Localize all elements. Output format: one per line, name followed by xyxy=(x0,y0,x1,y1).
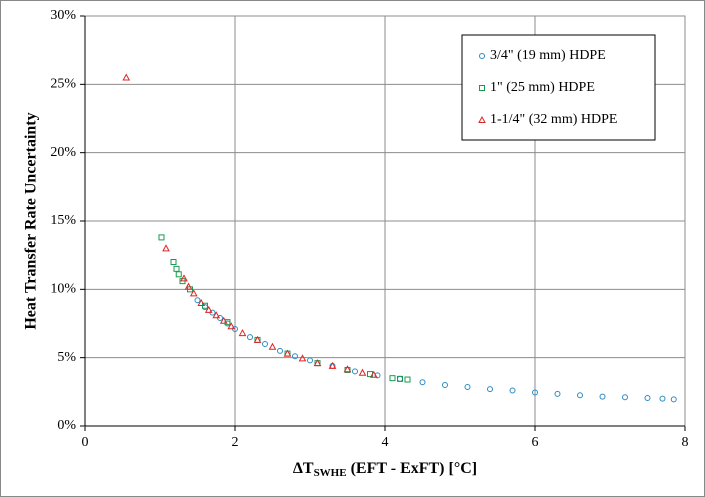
point xyxy=(197,298,206,306)
legend-label: 3/4" (19 mm) HDPE xyxy=(490,48,606,63)
y-tick-label: 25% xyxy=(50,77,76,92)
point xyxy=(253,335,262,343)
point xyxy=(180,274,188,282)
point xyxy=(352,368,358,375)
x-tick-label: 2 xyxy=(232,435,239,450)
point xyxy=(328,361,337,369)
point xyxy=(175,271,182,278)
x-axis-label-main: ΔT xyxy=(293,460,314,477)
x-tick-label: 6 xyxy=(532,435,539,450)
point xyxy=(277,347,283,354)
point xyxy=(404,376,411,383)
legend-label: 1" (25 mm) HDPE xyxy=(490,80,595,95)
point xyxy=(659,395,666,402)
legend-marker xyxy=(479,53,485,59)
point xyxy=(170,259,177,265)
point xyxy=(283,349,292,357)
legend-marker xyxy=(478,115,486,123)
y-tick-label: 0% xyxy=(57,418,76,433)
point xyxy=(307,357,313,364)
point xyxy=(122,73,131,81)
x-axis-label-rest: (EFT - ExFT) [°C] xyxy=(347,460,478,477)
point xyxy=(358,368,367,376)
point xyxy=(397,375,403,382)
point xyxy=(369,370,378,378)
point xyxy=(268,342,277,350)
point xyxy=(189,289,198,297)
point xyxy=(464,384,471,391)
x-axis-label-sub: SWHE xyxy=(314,467,347,479)
y-axis-label: Heat Transfer Rate Uncertainty xyxy=(23,112,40,329)
point xyxy=(389,375,396,382)
y-tick-label: 5% xyxy=(57,350,76,365)
point xyxy=(292,353,298,360)
point xyxy=(158,234,165,241)
point xyxy=(577,392,583,399)
point xyxy=(184,282,193,290)
point xyxy=(224,319,231,326)
x-tick-label: 8 xyxy=(682,435,689,450)
point xyxy=(554,390,561,397)
legend-label: 1-1/4" (32 mm) HDPE xyxy=(490,112,617,127)
point xyxy=(162,244,170,252)
point xyxy=(442,382,448,388)
point xyxy=(599,393,606,400)
point xyxy=(670,396,677,403)
point xyxy=(227,322,236,330)
point xyxy=(509,387,516,394)
point xyxy=(204,305,213,313)
point xyxy=(238,329,247,337)
legend-marker xyxy=(479,85,485,91)
y-tick-label: 20% xyxy=(50,145,76,160)
point xyxy=(374,372,381,379)
x-tick-label: 0 xyxy=(82,435,89,450)
point xyxy=(194,297,201,304)
point xyxy=(212,311,221,319)
point xyxy=(247,334,253,341)
point xyxy=(343,365,352,373)
point xyxy=(262,341,268,347)
point xyxy=(644,394,651,401)
point xyxy=(532,389,538,396)
legend-box xyxy=(461,34,656,141)
x-tick-label: 4 xyxy=(382,435,389,450)
y-tick-label: 15% xyxy=(50,213,76,228)
point xyxy=(419,379,426,386)
y-tick-label: 30% xyxy=(50,8,76,23)
point xyxy=(219,316,228,324)
point xyxy=(622,394,628,401)
x-axis-label: ΔTSWHE (EFT - ExFT) [°C] xyxy=(293,460,477,479)
y-tick-label: 10% xyxy=(50,282,76,297)
point xyxy=(487,386,493,393)
point xyxy=(313,359,322,367)
point xyxy=(298,354,307,362)
